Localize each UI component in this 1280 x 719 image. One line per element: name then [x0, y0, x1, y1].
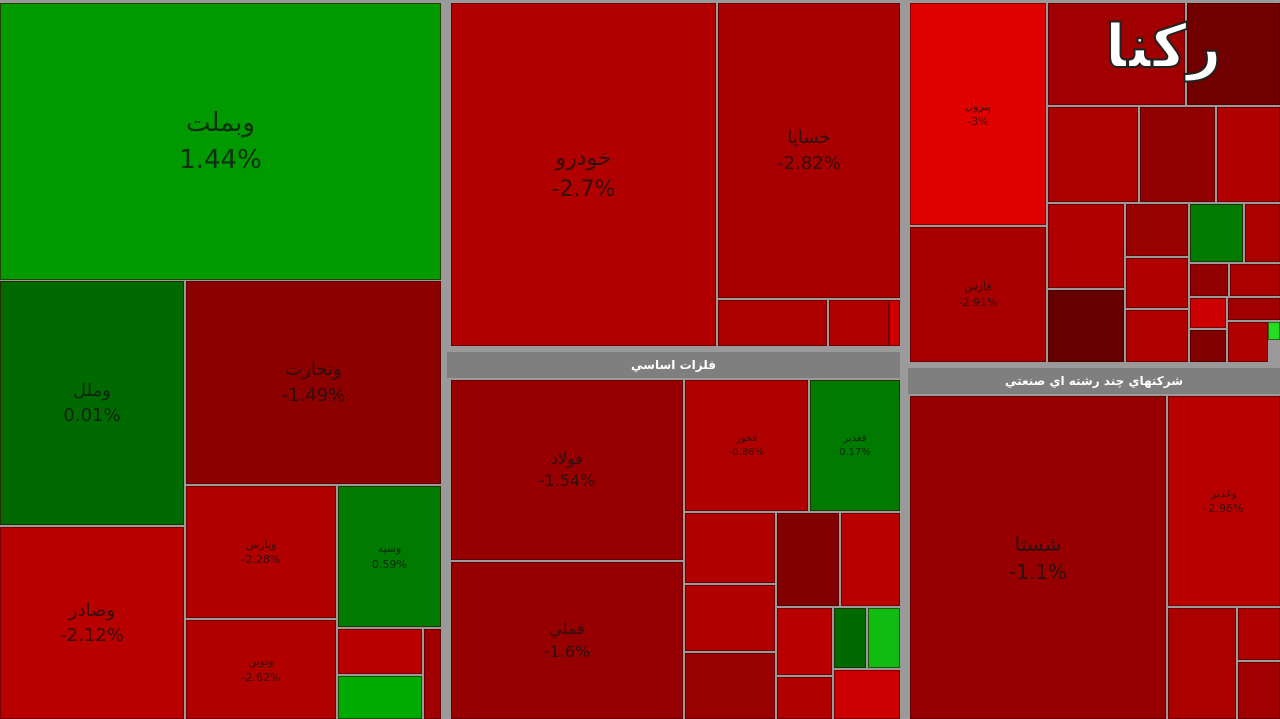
tile: فغدير 0.17% — [810, 380, 900, 511]
tile-symbol: وبملت — [186, 108, 255, 139]
tile: پترول -3% — [910, 3, 1046, 225]
tile: خودرو -2.7% — [451, 3, 716, 346]
tile — [834, 670, 900, 719]
tile-symbol: فارس — [964, 280, 992, 294]
tile-change: -2.62% — [241, 670, 281, 684]
tile — [1126, 258, 1188, 308]
tile: ونوين -2.62% — [186, 620, 336, 719]
tile-change: 1.44% — [179, 144, 262, 175]
tile — [424, 629, 441, 719]
tile — [1048, 204, 1124, 288]
tile — [1268, 322, 1280, 340]
tile-symbol: ونوين — [248, 655, 274, 669]
tile — [777, 608, 832, 675]
tile: وملل 0.01% — [0, 281, 184, 525]
tile-change: -2.28% — [241, 553, 281, 566]
tile — [777, 513, 839, 606]
tile — [685, 513, 775, 583]
tile-symbol: پترول — [965, 99, 991, 113]
tile: فولاد -1.54% — [451, 380, 683, 560]
tile-symbol: فغدير — [843, 432, 867, 444]
tile-symbol: فخوز — [735, 432, 758, 444]
tile: فخوز -0.86% — [685, 380, 808, 511]
tile: وبملت 1.44% — [0, 3, 441, 280]
tile-symbol: شستا — [1014, 531, 1062, 556]
tile — [841, 513, 900, 606]
tile: وسپه 0.59% — [338, 486, 441, 627]
tile — [1140, 107, 1215, 202]
tile — [1048, 3, 1185, 105]
tile: وپارس -2.28% — [186, 486, 336, 618]
tile — [338, 676, 422, 719]
tile-symbol: وصادر — [68, 599, 116, 621]
tile-change: -2.96% — [1204, 502, 1244, 515]
tile-symbol: وسپه — [377, 542, 402, 556]
tile — [1168, 608, 1236, 719]
tile — [1048, 290, 1124, 362]
tile — [777, 677, 832, 719]
tile-change: -1.6% — [543, 641, 591, 661]
tile-symbol: وغدير — [1211, 486, 1237, 500]
tile: وتجارت -1.49% — [186, 281, 441, 484]
tile: وغدير -2.96% — [1168, 396, 1280, 606]
tile-change: -1.49% — [281, 384, 346, 406]
tile — [1190, 330, 1226, 362]
tile: خساپا -2.82% — [718, 3, 900, 298]
tile-symbol: وپارس — [245, 537, 277, 551]
tile-symbol: خودرو — [555, 145, 612, 171]
tile-change: -2.12% — [60, 625, 124, 646]
tile — [1187, 3, 1280, 105]
tile — [829, 300, 889, 346]
tile-change: 0.17% — [839, 446, 871, 458]
tile — [1238, 662, 1280, 719]
tile: وصادر -2.12% — [0, 527, 184, 719]
tile — [1245, 204, 1280, 262]
tile — [1228, 298, 1280, 320]
panel-header: شرکتهاي چند رشته اي صنعتي — [908, 368, 1280, 394]
tile-symbol: فولاد — [550, 448, 584, 468]
tile-symbol: خساپا — [787, 127, 831, 149]
tile — [1238, 608, 1280, 660]
tile: فارس -2.91% — [910, 227, 1046, 362]
tile — [685, 585, 775, 651]
tile — [1230, 264, 1280, 296]
tile — [1126, 204, 1188, 256]
tile: فملي -1.6% — [451, 562, 683, 719]
tile-change: -1.54% — [538, 471, 596, 490]
tile — [718, 300, 827, 346]
tile-change: -2.82% — [777, 152, 841, 174]
tile — [834, 608, 866, 668]
tile — [685, 653, 775, 719]
tile: شستا -1.1% — [910, 396, 1166, 719]
tile — [1126, 310, 1188, 362]
tile-change: 0.59% — [372, 557, 407, 571]
tile — [1190, 298, 1226, 328]
tile — [1048, 107, 1138, 202]
tile — [1190, 264, 1228, 296]
tile — [889, 300, 900, 346]
tile-symbol: وتجارت — [285, 359, 342, 381]
tile — [1228, 322, 1268, 362]
tile — [338, 629, 422, 674]
tile-change: -2.91% — [958, 295, 998, 309]
watermark: رکنا — [1104, 11, 1222, 83]
panel-header: فلزات اساسي — [447, 352, 900, 378]
tile-change: -2.7% — [551, 176, 616, 202]
tile-change: 0.01% — [63, 405, 121, 426]
tile-change: -0.86% — [728, 446, 765, 458]
tile — [868, 608, 900, 668]
tile — [1190, 204, 1243, 262]
tile-symbol: وملل — [73, 379, 111, 401]
tile-symbol: فملي — [549, 619, 585, 639]
tile-change: -1.1% — [1008, 559, 1068, 584]
tile-change: -3% — [967, 115, 989, 128]
tile — [1217, 107, 1280, 202]
